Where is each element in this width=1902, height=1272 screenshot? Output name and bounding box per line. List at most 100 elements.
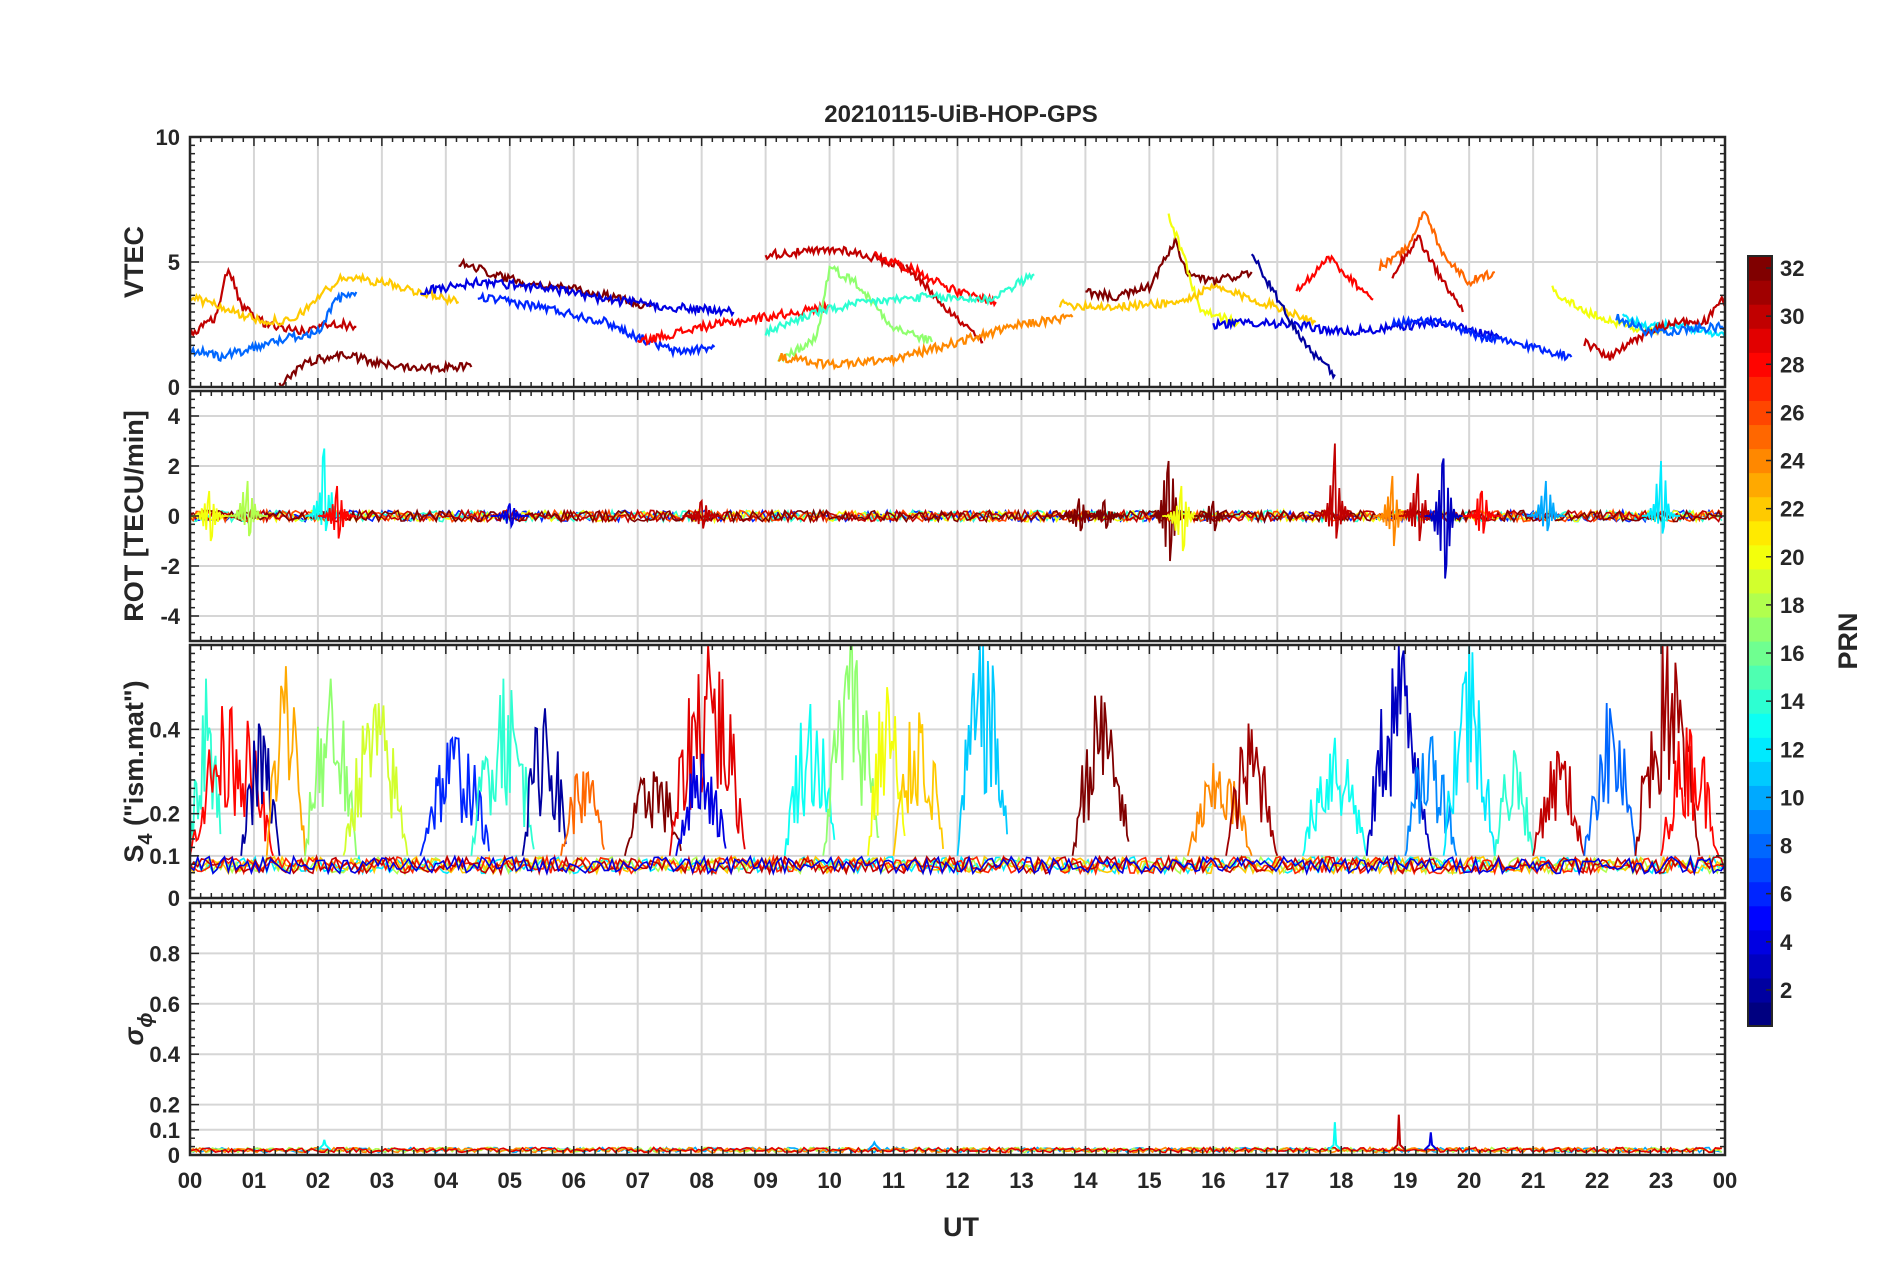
vtec-track-prn-28-9	[873, 250, 997, 308]
colorbar-frame	[1747, 255, 1773, 1027]
s4-panel: 0 0.1 0.2 0.4S4 ("ism.mat")	[119, 643, 1727, 911]
vtec-track-prn-14-12	[764, 271, 1035, 338]
s4-burst-prn-17-14	[822, 645, 880, 856]
vtec-track-prn-8-2	[190, 290, 358, 362]
vtec-frame	[188, 135, 1727, 389]
s4-background-prn-4	[190, 854, 1725, 877]
vtec-y-tick-label: 5	[168, 250, 180, 275]
x-tick-label: 19	[1393, 1168, 1417, 1193]
s4-background-prn-30	[190, 854, 1725, 877]
vtec-track-prn-30-21	[1391, 234, 1464, 313]
sigma-spike-prn-30-3	[1391, 1114, 1406, 1151]
rot-spike-prn-32-7	[1085, 498, 1124, 529]
vtec-y-axis-label: VTEC	[119, 226, 149, 298]
x-tick-label: 18	[1329, 1168, 1353, 1193]
vtec-track-prn-32-14	[1085, 237, 1253, 304]
x-tick-label: 00	[1713, 1168, 1737, 1193]
rot-frame	[188, 389, 1727, 643]
sigma_phi-panel: 00.10.2 0.4 0.6 0.8 σϕ 00 01 02 03 04 05 06 07 08 09 10…	[119, 901, 1737, 1193]
vtec-track-prn-30-25	[1583, 294, 1725, 361]
colorbar-swatch-prn-1	[1748, 1001, 1772, 1027]
rot-spike-prn-3-14	[1424, 458, 1464, 579]
colorbar-swatch-prn-3	[1748, 953, 1772, 979]
x-tick-label: 00	[178, 1168, 202, 1193]
vtec-track-prn-2-18	[1250, 253, 1336, 380]
s4-burst-prn-29-11	[668, 645, 746, 856]
sigma_phi-y-tick-label: 0.2	[149, 1093, 180, 1118]
colorbar-swatch-prn-9	[1748, 809, 1772, 835]
vtec-track-prn-4-17	[1212, 314, 1502, 340]
x-tick-label: 05	[498, 1168, 522, 1193]
vtec-track-prn-28-7	[637, 300, 831, 346]
x-tick-label: 08	[689, 1168, 713, 1193]
colorbar-tick-label: 10	[1780, 785, 1804, 810]
rot-spike-prn-28-15	[1462, 490, 1502, 534]
s4-background-prn-12	[190, 854, 1725, 876]
vtec-track-prn-30-10	[905, 264, 984, 344]
x-tick-label: 02	[306, 1168, 330, 1193]
sigma_phi-y-tick-label: 0.4	[149, 1042, 180, 1067]
vtec-y-tick-label: 0	[168, 375, 180, 400]
s4-y-tick-label: 0.4	[149, 717, 180, 742]
rot-spike-prn-28-3	[317, 485, 357, 539]
vtec-track-prn-6-6	[477, 291, 716, 359]
vtec-track-prn-24-13	[777, 313, 1074, 371]
x-tick-label: 07	[625, 1168, 649, 1193]
rot-spike-prn-18-1	[228, 480, 267, 537]
vtec-track-prn-4-5	[420, 275, 735, 318]
rot-y-tick-label: 2	[168, 454, 180, 479]
s4-burst-prn-9-23	[1404, 735, 1458, 857]
colorbar-swatch-prn-25	[1748, 424, 1772, 450]
vtec-track-prn-17-11	[777, 265, 933, 363]
colorbar-tick-label: 28	[1780, 352, 1804, 377]
s4-burst-prn-13-21	[1302, 737, 1368, 857]
rot-spike-prn-30-5	[682, 498, 721, 529]
s4-burst-prn-28-1	[190, 705, 274, 857]
rot-spike-prn-4-4	[490, 503, 529, 530]
x-tick-label: 06	[562, 1168, 586, 1193]
x-tick-label: 22	[1585, 1168, 1609, 1193]
s4-burst-prn-32-10	[624, 771, 682, 856]
colorbar-tick-label: 24	[1780, 449, 1805, 474]
vtec-track-prn-30-8	[764, 245, 914, 274]
vtec-panel: 0 5 10 VTEC	[119, 125, 1727, 400]
colorbar-swatch-prn-29	[1748, 328, 1772, 353]
s4-burst-prn-17-4	[304, 678, 358, 856]
x-tick-label: 04	[434, 1168, 459, 1193]
s4-burst-prn-4-12	[675, 753, 727, 856]
x-tick-label: 13	[1009, 1168, 1033, 1193]
x-tick-label: 21	[1521, 1168, 1545, 1193]
x-tick-label: 12	[945, 1168, 969, 1193]
colorbar-tick-label: 26	[1780, 400, 1804, 425]
x-tick-label: 17	[1265, 1168, 1289, 1193]
sigma-spike-prn-13-0	[317, 1139, 332, 1151]
colorbar-tick-label: 32	[1780, 256, 1804, 281]
x-axis-label: UT	[943, 1212, 979, 1242]
x-tick-label: 03	[370, 1168, 394, 1193]
s4-burst-prn-22-16	[892, 712, 944, 856]
sigma_phi-grid	[190, 903, 1725, 1155]
colorbar-tick-label: 4	[1780, 930, 1793, 955]
sigma-spike-prn-10-1	[867, 1140, 882, 1151]
colorbar-tick-label: 16	[1780, 641, 1804, 666]
s4-y-tick-label: 0	[168, 886, 180, 911]
s4-burst-prn-14-7	[470, 678, 535, 856]
sigma_phi-y-tick-label: 0.6	[149, 992, 180, 1017]
x-tick-label: 01	[242, 1168, 266, 1193]
vtec-track-prn-25-20	[1378, 210, 1496, 288]
x-tick-label: 15	[1137, 1168, 1161, 1193]
x-tick-label: 20	[1457, 1168, 1481, 1193]
colorbar-swatch-prn-23	[1748, 472, 1772, 498]
s4-burst-prn-30-26	[1532, 750, 1586, 857]
s4-burst-prn-12-24	[1442, 645, 1496, 856]
vtec-track-prn-20-15	[1167, 213, 1240, 328]
colorbar-tick-label: 20	[1780, 545, 1804, 570]
rot-y-tick-label: -2	[160, 554, 180, 579]
s4-burst-prn-20-15	[867, 687, 906, 856]
vtec-track-prn-22-16	[1058, 282, 1317, 327]
vtec-data	[190, 210, 1725, 387]
s4-background-prn-22	[190, 854, 1725, 876]
s4-burst-prn-25-9	[560, 771, 605, 856]
